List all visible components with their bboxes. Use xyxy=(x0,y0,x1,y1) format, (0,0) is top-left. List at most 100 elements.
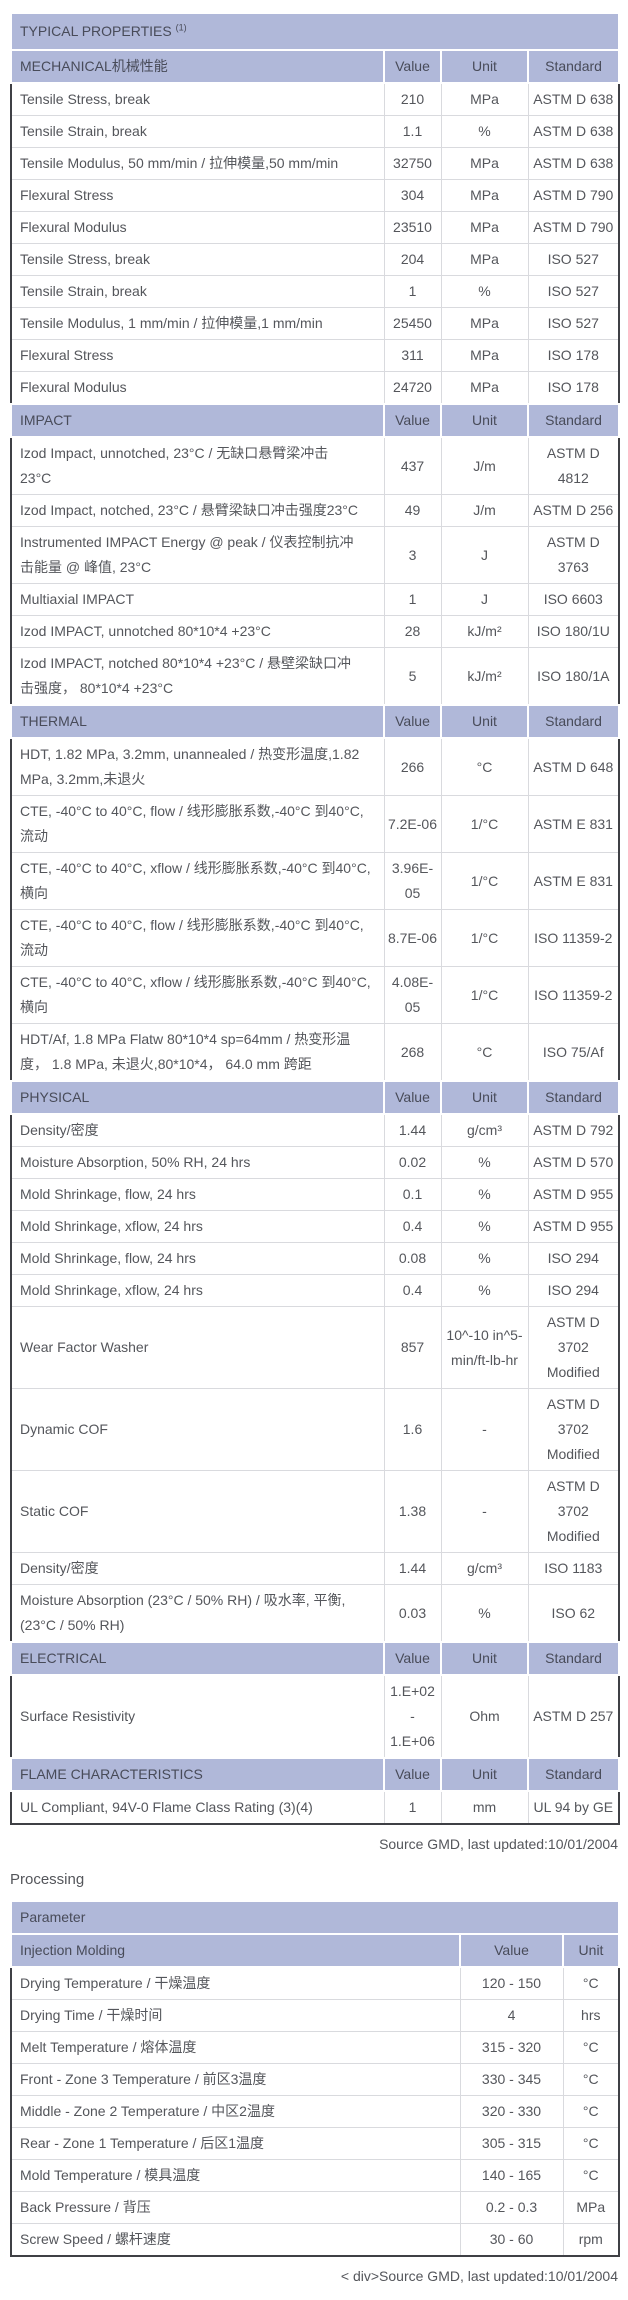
unit-cell: MPa xyxy=(440,82,529,116)
unit-cell: J/m xyxy=(440,494,529,527)
value-cell: 7.2E-06 xyxy=(383,795,442,853)
property-label-cell: CTE, -40°C to 40°C, xflow / 线形膨胀系数,-40°C… xyxy=(10,852,385,910)
standard-cell: ASTM D 792 xyxy=(527,1113,620,1147)
processing-row: Mold Temperature / 模具温度 140 - 165 °C xyxy=(10,2159,620,2192)
injection-molding-cell: Injection Molding xyxy=(10,1933,461,1968)
section-header-row: IMPACT Value Unit Standard xyxy=(10,403,621,438)
unit-cell: J/m xyxy=(440,436,529,495)
parameter-label-cell: Mold Temperature / 模具温度 xyxy=(10,2159,461,2192)
section-title-cell: IMPACT xyxy=(10,403,385,438)
column-header-cell: Unit xyxy=(440,1757,529,1792)
value-cell: 32750 xyxy=(383,147,442,180)
unit-cell: rpm xyxy=(562,2223,620,2257)
value-cell: 1.E+02 - 1.E+06 xyxy=(383,1674,442,1759)
column-header-cell: Unit xyxy=(440,1080,529,1115)
standard-cell: ISO 11359-2 xyxy=(527,966,620,1024)
value-cell: 1 xyxy=(383,275,442,308)
property-label-cell: Moisture Absorption (23°C / 50% RH) / 吸水… xyxy=(10,1584,385,1643)
unit-cell: 1/°C xyxy=(440,966,529,1024)
unit-cell: MPa xyxy=(440,147,529,180)
standard-cell: ISO 294 xyxy=(527,1274,620,1307)
property-row: Dynamic COF 1.6- ASTM D 3702 Modified xyxy=(10,1388,620,1471)
parameter-label-cell: Back Pressure / 背压 xyxy=(10,2191,461,2224)
property-row: CTE, -40°C to 40°C, xflow / 线形膨胀系数,-40°C… xyxy=(10,852,620,910)
section-title-cell: MECHANICAL机械性能 xyxy=(10,49,385,84)
property-row: Mold Shrinkage, xflow, 24 hrs 0.4% ASTM D … xyxy=(10,1210,620,1243)
parameter-label-cell: Drying Temperature / 干燥温度 xyxy=(10,1966,461,2000)
property-label-cell: CTE, -40°C to 40°C, flow / 线形膨胀系数,-40°C … xyxy=(10,795,385,853)
processing-row: Middle - Zone 2 Temperature / 中区2温度 320 -… xyxy=(10,2095,620,2128)
section-title-cell: ELECTRICAL xyxy=(10,1641,385,1676)
value-cell: 268 xyxy=(383,1023,442,1082)
property-row: Instrumented IMPACT Energy @ peak / 仪表控制… xyxy=(10,526,620,584)
unit-cell: °C xyxy=(562,2127,620,2160)
value-cell: 28 xyxy=(383,615,442,648)
unit-cell: MPa xyxy=(440,211,529,244)
standard-cell: ISO 527 xyxy=(527,243,620,276)
unit-cell: J xyxy=(440,526,529,584)
property-label-cell: Flexural Modulus xyxy=(10,211,385,244)
property-label-cell: Tensile Strain, break xyxy=(10,115,385,148)
column-header-cell: Standard xyxy=(526,704,621,739)
unit-cell: °C xyxy=(440,1023,529,1082)
property-label-cell: Moisture Absorption, 50% RH, 24 hrs xyxy=(10,1146,385,1179)
column-header-cell: Unit xyxy=(440,704,529,739)
standard-cell: ISO 1183 xyxy=(527,1552,620,1585)
standard-cell: ISO 11359-2 xyxy=(527,909,620,967)
property-label-cell: Density/密度 xyxy=(10,1552,385,1585)
property-row: UL Compliant, 94V-0 Flame Class Rating (… xyxy=(10,1790,620,1825)
table-title-cell: TYPICAL PROPERTIES (1) xyxy=(9,12,621,51)
unit-cell: MPa xyxy=(440,179,529,212)
property-row: Tensile Stress, break 204 MPa ISO 527 xyxy=(10,243,620,276)
property-row: Flexural Modulus 24720 MPa ISO 178 xyxy=(10,371,620,405)
standard-cell: ASTM E 831 xyxy=(527,852,620,910)
property-row: CTE, -40°C to 40°C, flow / 线形膨胀系数,-40°C … xyxy=(10,795,620,853)
property-label-cell: Wear Factor Washer xyxy=(10,1306,385,1389)
standard-cell: ASTM D 3702 Modified xyxy=(527,1388,620,1471)
standard-cell: ASTM D 790 xyxy=(527,211,620,244)
property-row: Static COF 1.38- ASTM D 3702 Modified xyxy=(10,1470,620,1553)
unit-cell: % xyxy=(440,1178,529,1211)
unit-cell: °C xyxy=(562,2095,620,2128)
column-header-cell: Unit xyxy=(440,403,529,438)
property-label-cell: CTE, -40°C to 40°C, xflow / 线形膨胀系数,-40°C… xyxy=(10,966,385,1024)
value-cell: 25450 xyxy=(383,307,442,340)
property-label-cell: Mold Shrinkage, xflow, 24 hrs xyxy=(10,1274,385,1307)
standard-cell: ISO 75/Af xyxy=(527,1023,620,1082)
value-cell: 0.03 xyxy=(383,1584,442,1643)
property-label-cell: CTE, -40°C to 40°C, flow / 线形膨胀系数,-40°C … xyxy=(10,909,385,967)
value-cell: 1.44 xyxy=(383,1552,442,1585)
property-row: Flexural Modulus 23510 MPa ASTM D 790 xyxy=(10,211,620,244)
property-label-cell: Mold Shrinkage, xflow, 24 hrs xyxy=(10,1210,385,1243)
property-row: CTE, -40°C to 40°C, flow / 线形膨胀系数,-40°C … xyxy=(10,909,620,967)
value-cell: 1.44 xyxy=(383,1113,442,1147)
unit-cell: J xyxy=(440,583,529,616)
column-header-cell: Standard xyxy=(526,1080,621,1115)
source-note: Source GMD, last updated:10/01/2004 xyxy=(379,1836,618,1852)
unit-cell: - xyxy=(440,1388,529,1471)
unit-cell: MPa xyxy=(440,243,529,276)
column-header-cell: Standard xyxy=(526,49,621,84)
column-header-cell: Value xyxy=(383,704,442,739)
property-row: HDT/Af, 1.8 MPa Flatw 80*10*4 sp=64mm / … xyxy=(10,1023,620,1082)
unit-cell: kJ/m² xyxy=(440,647,529,706)
unit-cell: MPa xyxy=(562,2191,620,2224)
typical-properties-table: TYPICAL PROPERTIES (1) MECHANICAL机械性能 Valu… xyxy=(9,12,621,1825)
property-row: Moisture Absorption, 50% RH, 24 hrs 0.02%… xyxy=(10,1146,620,1179)
value-cell: 857 xyxy=(383,1306,442,1389)
standard-cell: ASTM D 638 xyxy=(527,147,620,180)
unit-cell: MPa xyxy=(440,371,529,405)
property-row: Density/密度 1.44 g/cm³ ASTM D 792 xyxy=(10,1113,620,1147)
value-cell: 210 xyxy=(383,82,442,116)
property-label-cell: Tensile Modulus, 50 mm/min / 拉伸模量,50 mm/… xyxy=(10,147,385,180)
section-header-row: FLAME CHARACTERISTICS Value Unit Standard xyxy=(10,1757,621,1792)
value-cell: 3 xyxy=(383,526,442,584)
table-title-text: TYPICAL PROPERTIES xyxy=(20,23,176,39)
property-row: Izod IMPACT, unnotched 80*10*4 +23°C 28 kJ… xyxy=(10,615,620,648)
property-row: Izod Impact, unnotched, 23°C / 无缺口悬臂梁冲击 … xyxy=(10,436,620,495)
standard-cell: ASTM D 3763 xyxy=(527,526,620,584)
parameter-label-cell: Melt Temperature / 熔体温度 xyxy=(10,2031,461,2064)
standard-cell: ISO 527 xyxy=(527,307,620,340)
standard-cell: ISO 62 xyxy=(527,1584,620,1643)
